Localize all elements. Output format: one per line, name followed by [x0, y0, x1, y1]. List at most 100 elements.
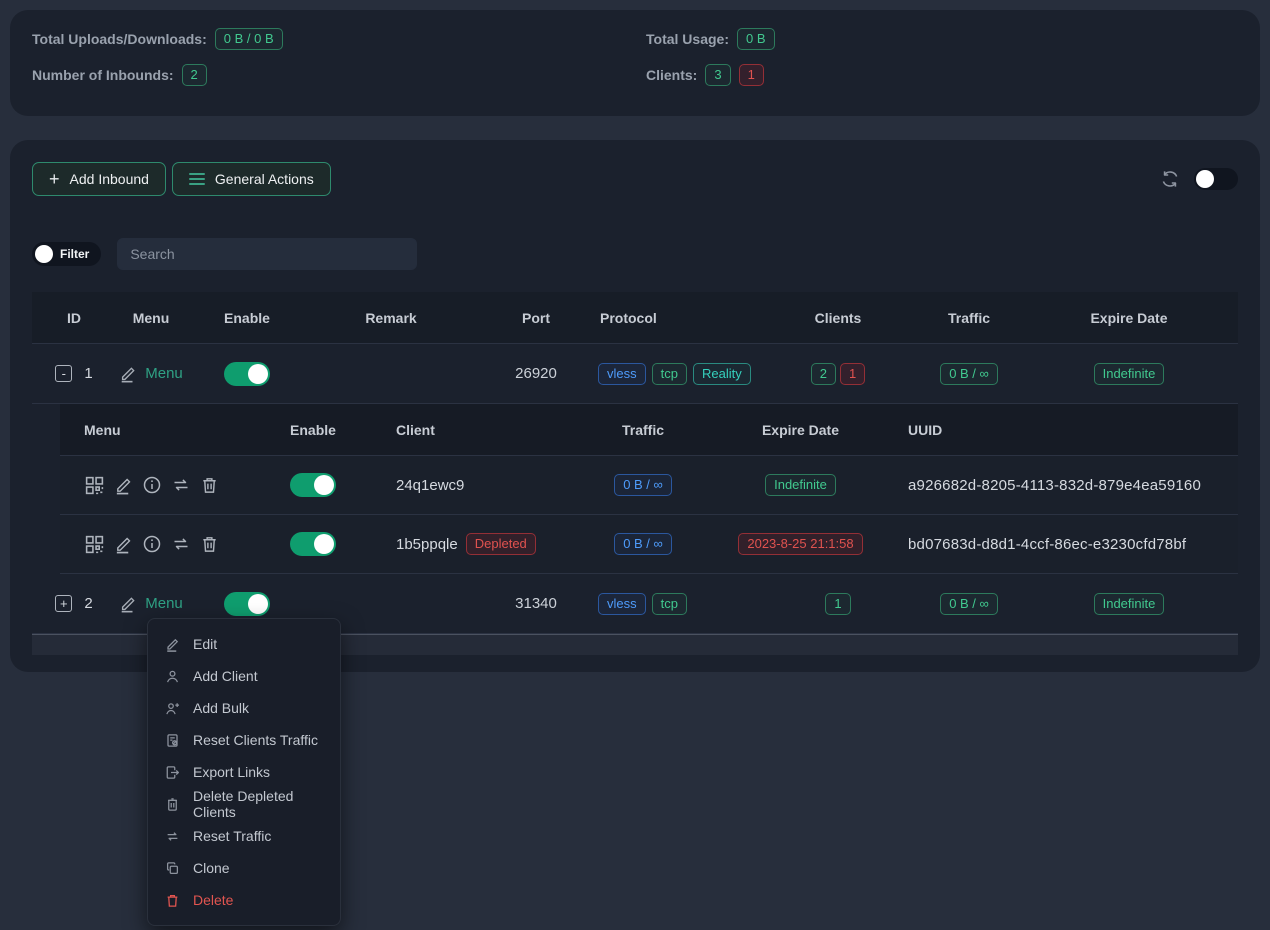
info-icon[interactable] [142, 534, 162, 554]
header-traffic: Traffic [947, 309, 990, 326]
menu-item-export-links[interactable]: Export Links [148, 756, 340, 788]
enable-toggle[interactable] [224, 591, 270, 616]
edit-icon[interactable] [114, 476, 133, 495]
client-table-header: Menu Enable Client Traffic Expire Date U… [60, 404, 1238, 456]
client-expire-tag: 2023-8-25 21:1:58 [738, 533, 863, 555]
id-cell: - 1 [32, 365, 116, 382]
toolbar: + Add Inbound General Actions [32, 162, 1238, 196]
header-expire-date: Expire Date [1090, 309, 1168, 326]
expire-tag: Indefinite [1093, 362, 1165, 385]
menu-cell: Menu [116, 595, 186, 613]
filter-toggle[interactable]: Filter [32, 242, 102, 266]
client-name: 24q1ewc9 [396, 476, 465, 494]
reset-icon[interactable] [171, 534, 191, 554]
collapse-row-button[interactable]: - [55, 365, 73, 382]
trash-icon[interactable] [200, 534, 219, 554]
menu-item-label: Reset Clients Traffic [193, 732, 319, 748]
traffic-cell: 0 B / ∞ [918, 362, 1020, 385]
edit-icon [119, 595, 137, 613]
clients-cell: 2 1 [758, 362, 918, 385]
client-traffic-tag: 0 B / ∞ [614, 474, 672, 496]
edit-icon [119, 365, 137, 383]
enable-cell [186, 591, 308, 616]
add-inbound-button[interactable]: + Add Inbound [32, 162, 166, 196]
header-protocol: Protocol [600, 309, 657, 326]
clients-depleted-tag: 1 [840, 362, 866, 385]
client-row-1: 24q1ewc9 0 B / ∞ Indefinite a926682d-820… [60, 456, 1238, 515]
enable-toggle[interactable] [224, 361, 270, 386]
client-name-cell: 1b5ppqle Depleted [348, 533, 578, 555]
qr-code-icon[interactable] [84, 475, 105, 496]
client-expire-tag: Indefinite [765, 474, 836, 496]
expire-cell: Indefinite [1020, 362, 1238, 385]
client-actions [60, 534, 278, 555]
client-header-expire: Expire Date [761, 421, 840, 438]
search-input[interactable] [117, 238, 418, 270]
reset-traffic-icon [165, 829, 180, 844]
add-client-icon [165, 669, 180, 684]
depleted-status-badge: Depleted [465, 533, 536, 555]
header-id: ID [67, 309, 81, 326]
export-links-icon [165, 765, 180, 780]
inbound-row-1: - 1 Menu 26920 vless tcp [32, 344, 1238, 404]
inbound-id: 1 [84, 365, 93, 382]
menu-item-clone[interactable]: Clone [148, 852, 340, 884]
clients-active-tag: 1 [825, 592, 851, 615]
client-header-traffic: Traffic [621, 421, 664, 438]
protocol-tag-tcp: tcp [651, 592, 687, 615]
menu-item-add-client[interactable]: Add Client [148, 660, 340, 692]
stat-number-of-inbounds: Number of Inbounds: 2 [32, 62, 646, 88]
client-enable-toggle[interactable] [290, 473, 336, 497]
expand-row-button[interactable]: + [55, 595, 73, 612]
expire-cell: Indefinite [1020, 592, 1238, 615]
menu-item-delete[interactable]: Delete [148, 884, 340, 916]
filter-toggle-knob [35, 245, 53, 263]
row-menu-trigger[interactable]: Menu [119, 595, 183, 613]
header-enable: Enable [224, 309, 270, 326]
client-row-2: 1b5ppqle Depleted 0 B / ∞ 2023-8-25 21:1… [60, 515, 1238, 574]
reset-icon[interactable] [171, 475, 191, 495]
qr-code-icon[interactable] [84, 534, 105, 555]
menu-item-label: Export Links [193, 764, 271, 780]
menu-item-label: Clone [193, 860, 230, 876]
menu-item-reset-clients-traffic[interactable]: Reset Clients Traffic [148, 724, 340, 756]
client-enable-toggle[interactable] [290, 532, 336, 556]
menu-item-label: Delete Depleted Clients [193, 788, 294, 820]
info-icon[interactable] [142, 475, 162, 495]
enable-cell [186, 361, 308, 386]
expire-tag: Indefinite [1093, 592, 1165, 615]
row-menu-trigger[interactable]: Menu [119, 365, 183, 383]
inbound-row-2: + 2 Menu 31340 vless tcp [32, 574, 1238, 634]
stats-card: Total Uploads/Downloads: 0 B / 0 B Numbe… [10, 10, 1260, 116]
traffic-cell: 0 B / ∞ [918, 592, 1020, 615]
menu-item-add-bulk[interactable]: Add Bulk [148, 692, 340, 724]
menu-item-delete-depleted-clients[interactable]: Delete Depleted Clients [148, 788, 340, 820]
clients-active-tag: 2 [810, 362, 836, 385]
protocol-cell: vless tcp Reality [598, 362, 758, 385]
client-uuid: bd07683d-d8d1-4ccf-86ec-e3230cfd78bf [908, 535, 1187, 553]
header-remark: Remark [365, 309, 417, 326]
port-value: 31340 [515, 595, 557, 612]
client-expire-cell: 2023-8-25 21:1:58 [708, 533, 893, 555]
uploads-downloads-label: Total Uploads/Downloads: [32, 31, 207, 47]
toolbar-right [1160, 168, 1238, 190]
header-menu: Menu [132, 309, 170, 326]
client-header-uuid: UUID [908, 421, 943, 438]
menu-item-reset-traffic[interactable]: Reset Traffic [148, 820, 340, 852]
protocol-cell: vless tcp [598, 592, 758, 615]
protocol-tag-reality: Reality [692, 362, 751, 385]
clone-icon [165, 861, 180, 876]
menu-item-edit[interactable]: Edit [148, 628, 340, 660]
total-usage-value: 0 B [736, 28, 775, 50]
dark-mode-toggle[interactable] [1194, 168, 1238, 190]
port-cell: 31340 [474, 595, 598, 612]
trash-icon[interactable] [200, 475, 219, 495]
general-actions-button[interactable]: General Actions [171, 162, 331, 196]
header-port: Port [522, 309, 550, 326]
edit-icon[interactable] [114, 535, 133, 554]
protocol-tag-vless: vless [598, 362, 646, 385]
inbounds-table: ID Menu Enable Remark Port Protocol Clie… [32, 292, 1238, 655]
delete-icon [165, 893, 180, 908]
clients-depleted-badge: 1 [738, 64, 764, 86]
refresh-icon[interactable] [1160, 169, 1180, 189]
